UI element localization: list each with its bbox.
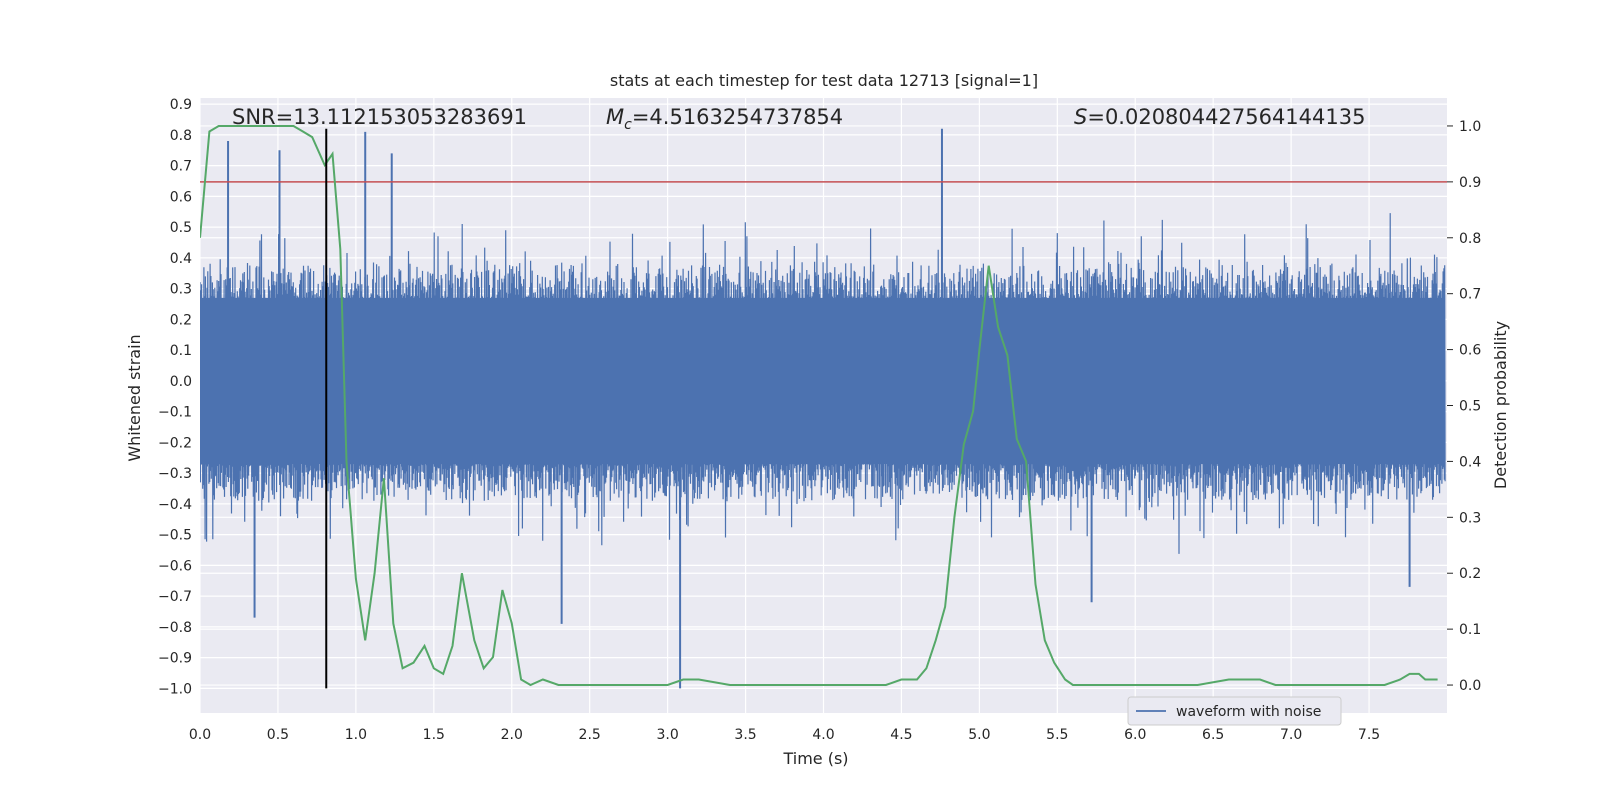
- right-y-axis-ticks: 1.0 0.9 0.8 0.7 0.6 0.5 0.4 0.3 0.2 0.1 0.0: [1447, 119, 1481, 694]
- x-tick-label: 6.5: [1202, 727, 1224, 743]
- waveform-band: [200, 297, 1445, 464]
- plot-content: [200, 125, 1447, 689]
- right-y-axis-label: Detection probability: [1491, 321, 1510, 489]
- right-y-tick-label: 0.2: [1459, 566, 1481, 582]
- detection-probability-line: [200, 125, 1438, 687]
- x-tick-label: 3.0: [656, 727, 678, 743]
- right-y-tick-label: 0.5: [1459, 399, 1481, 415]
- x-axis-ticks: 0.0 0.5 1.0 1.5 2.0 2.5 3.0 3.5 4.0 4.5 5.0 5.5 6.0 6…: [189, 727, 1380, 743]
- left-y-tick-label: 0.0: [170, 374, 192, 390]
- left-y-tick-label: −0.1: [158, 405, 192, 421]
- right-y-tick-label: 0.1: [1459, 622, 1481, 638]
- legend: waveform with noise: [1127, 696, 1342, 726]
- right-y-tick-label: 0.6: [1459, 343, 1481, 359]
- left-y-tick-label: −0.7: [158, 589, 192, 605]
- chirp-mass-value: =4.5163254737854: [632, 105, 843, 129]
- left-y-tick-label: 0.8: [170, 128, 192, 144]
- left-y-tick-label: −0.6: [158, 558, 192, 574]
- chirp-mass-annotation: Mc=4.5163254737854: [606, 105, 843, 133]
- x-axis-label: Time (s): [782, 749, 848, 768]
- s-value: =0.020804427564144135: [1087, 105, 1365, 129]
- x-tick-label: 0.0: [189, 727, 211, 743]
- left-y-tick-label: 0.5: [170, 220, 192, 236]
- left-y-tick-label: 0.2: [170, 312, 192, 328]
- x-tick-label: 1.5: [423, 727, 445, 743]
- left-y-tick-label: −0.8: [158, 620, 192, 636]
- left-y-tick-label: 0.6: [170, 189, 192, 205]
- chirp-mass-symbol: M: [606, 105, 624, 129]
- right-y-tick-label: 0.0: [1459, 678, 1481, 694]
- x-tick-label: 5.0: [968, 727, 990, 743]
- left-y-tick-label: 0.3: [170, 282, 192, 298]
- chirp-mass-subscript: c: [624, 117, 632, 133]
- x-tick-label: 3.5: [734, 727, 756, 743]
- left-y-tick-label: −0.9: [158, 651, 192, 667]
- left-y-tick-label: 0.7: [170, 159, 192, 175]
- x-tick-label: 4.5: [890, 727, 912, 743]
- right-y-tick-label: 0.8: [1459, 231, 1481, 247]
- left-y-tick-label: 0.1: [170, 343, 192, 359]
- x-tick-label: 5.5: [1046, 727, 1068, 743]
- right-y-tick-label: 0.4: [1459, 454, 1481, 470]
- chart-title: stats at each timestep for test data 127…: [610, 71, 1038, 90]
- x-tick-label: 2.5: [579, 727, 601, 743]
- right-y-tick-label: 1.0: [1459, 119, 1481, 135]
- left-y-tick-label: 0.4: [170, 251, 192, 267]
- x-tick-label: 7.5: [1358, 727, 1380, 743]
- left-y-tick-label: −0.3: [158, 466, 192, 482]
- left-y-tick-label: −0.5: [158, 528, 192, 544]
- left-y-tick-label: −0.2: [158, 435, 192, 451]
- right-y-tick-label: 0.9: [1459, 175, 1481, 191]
- s-annotation: S=0.020804427564144135: [1074, 105, 1365, 129]
- left-y-axis-label: Whitened strain: [125, 334, 144, 461]
- legend-label: waveform with noise: [1176, 704, 1321, 720]
- x-tick-label: 6.0: [1124, 727, 1146, 743]
- x-tick-label: 2.0: [501, 727, 523, 743]
- legend-box: [1127, 696, 1342, 726]
- x-tick-label: 4.0: [812, 727, 834, 743]
- left-y-tick-label: −0.4: [158, 497, 192, 513]
- plot-series: [200, 125, 1447, 689]
- x-tick-label: 0.5: [267, 727, 289, 743]
- right-y-tick-label: 0.7: [1459, 287, 1481, 303]
- left-y-tick-label: −1.0: [158, 681, 192, 697]
- snr-annotation: SNR=13.112153053283691: [232, 105, 527, 129]
- left-y-tick-label: 0.9: [170, 97, 192, 113]
- right-y-tick-label: 0.3: [1459, 510, 1481, 526]
- s-symbol: S: [1074, 105, 1087, 129]
- x-tick-label: 7.0: [1280, 727, 1302, 743]
- x-tick-label: 1.0: [345, 727, 367, 743]
- left-y-axis-ticks: 0.9 0.8 0.7 0.6 0.5 0.4 0.3 0.2 0.1 0.0 −0.1 −0.2 −0…: [158, 97, 192, 697]
